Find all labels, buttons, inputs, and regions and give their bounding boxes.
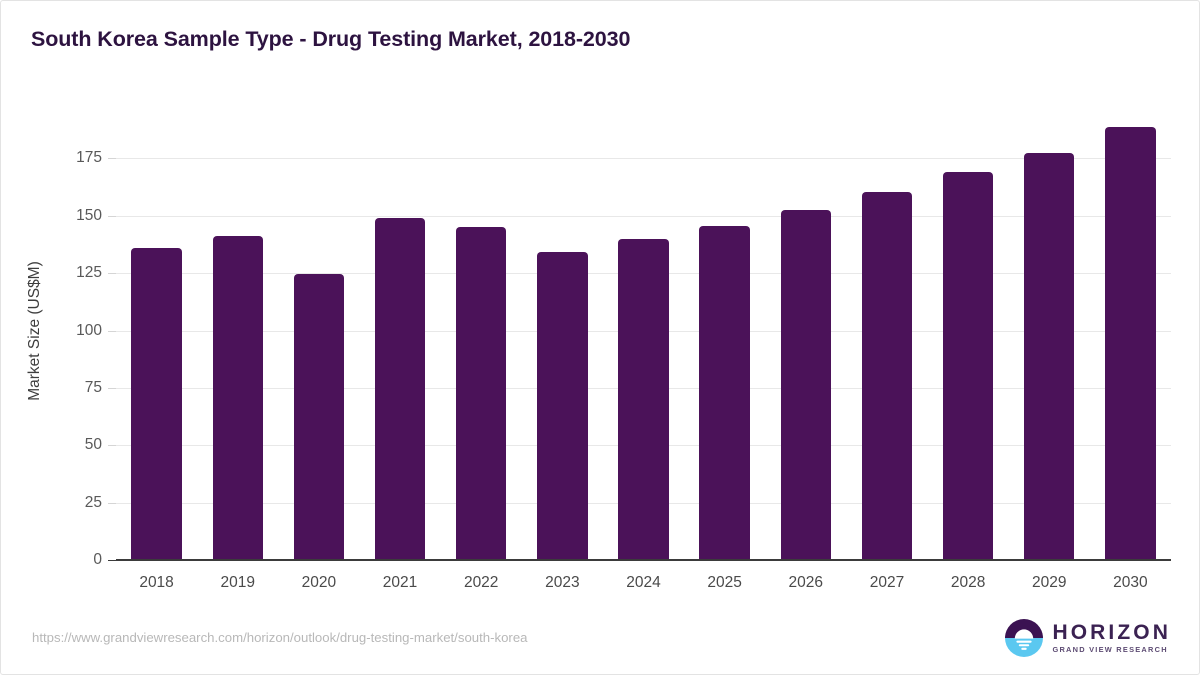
bar[interactable] — [537, 252, 588, 560]
y-axis-tick-mark — [108, 387, 116, 389]
horizon-logo[interactable]: HORIZON GRAND VIEW RESEARCH — [1005, 617, 1171, 659]
y-axis-title: Market Size (US$M) — [26, 260, 43, 401]
bar[interactable] — [131, 247, 182, 560]
source-url[interactable]: https://www.grandviewresearch.com/horizo… — [32, 630, 528, 645]
y-axis-tick-mark — [108, 330, 116, 332]
bar[interactable] — [212, 236, 263, 560]
x-axis-tick-label: 2024 — [626, 574, 661, 591]
x-axis-tick-label: 2019 — [220, 574, 255, 591]
x-axis-tick-label: 2023 — [545, 574, 580, 591]
x-axis-tick-label: 2022 — [463, 574, 499, 591]
x-axis-tick-label: 2030 — [1113, 574, 1148, 591]
bar[interactable] — [861, 191, 913, 560]
x-axis-tick-label: 2029 — [1032, 574, 1067, 591]
y-axis-tick-label: 75 — [84, 378, 102, 396]
y-axis-tick-label: 25 — [84, 493, 102, 511]
bar[interactable] — [293, 274, 345, 560]
x-axis-tick-label: 2027 — [869, 574, 905, 591]
bar[interactable] — [618, 238, 669, 560]
horizon-logo-tagline: GRAND VIEW RESEARCH — [1052, 645, 1168, 655]
x-axis-line — [116, 559, 1171, 561]
gridline — [116, 215, 1171, 217]
horizon-logo-icon — [1005, 619, 1044, 657]
y-axis-tick-mark — [108, 445, 116, 447]
gridline — [116, 158, 1171, 160]
horizon-logo-text: HORIZON GRAND VIEW RESEARCH — [1052, 622, 1171, 653]
y-axis-tick-label: 0 — [93, 551, 102, 568]
y-axis-tick-label: 100 — [76, 321, 102, 339]
horizon-logo-wordmark: HORIZON — [1052, 621, 1171, 645]
x-axis-tick-label: 2020 — [301, 574, 337, 591]
bar[interactable] — [374, 218, 426, 560]
y-axis-tick-label: 175 — [76, 149, 102, 167]
x-axis-tick-label: 2025 — [707, 574, 742, 591]
bar[interactable] — [456, 227, 507, 560]
y-axis-tick-mark — [108, 215, 116, 217]
bar[interactable] — [1105, 127, 1156, 560]
page-title: South Korea Sample Type - Drug Testing M… — [31, 27, 631, 51]
bar[interactable] — [942, 172, 994, 560]
x-axis-tick-label: 2028 — [950, 574, 986, 591]
y-axis-tick-mark — [108, 560, 116, 561]
plot-area — [116, 101, 1171, 561]
bar[interactable] — [780, 210, 831, 560]
y-axis-tick-mark — [108, 502, 116, 504]
x-axis-tick-label: 2021 — [382, 574, 418, 591]
x-axis-tick-label: 2026 — [788, 574, 824, 591]
x-axis-tick-label: 2018 — [139, 574, 174, 591]
bar[interactable] — [1024, 152, 1075, 560]
y-axis-tick-label: 150 — [76, 206, 102, 224]
y-axis-tick-mark — [108, 273, 116, 275]
bar[interactable] — [699, 226, 750, 560]
y-axis-tick-label: 125 — [76, 264, 102, 282]
y-axis-tick-label: 50 — [84, 436, 102, 454]
y-axis-tick-mark — [108, 158, 116, 160]
